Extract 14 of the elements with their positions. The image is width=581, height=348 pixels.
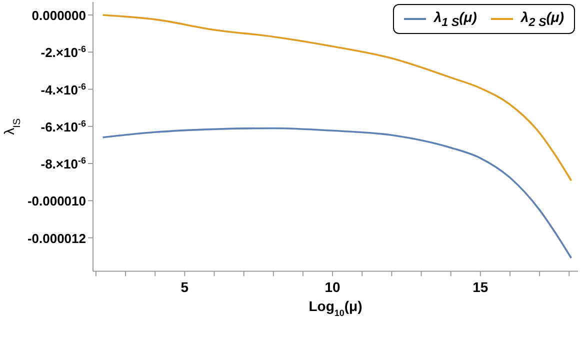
legend-label: λ$_{1 S}$(μ): [434, 9, 477, 29]
x-tick-label: 15: [472, 279, 488, 296]
y-tick-label: -6.×10$^{-6}$: [40, 118, 86, 134]
x-tick-label: 5: [180, 279, 189, 296]
y-tick-label: -8.×10$^{-6}$: [40, 156, 86, 172]
line-series: [102, 127, 572, 259]
y-tick-label: -4.×10$^{-6}$: [40, 81, 86, 98]
x-axis-title: Log$_{10}$(μ): [308, 298, 362, 318]
y-tick-label: -0.000012: [27, 230, 86, 246]
y-tick-label: -0.000010: [27, 194, 86, 209]
x-tick-label: 10: [324, 279, 341, 296]
y-tick-label: 0.000000: [32, 8, 86, 23]
legend-label: λ$_{2 S}$(μ): [520, 9, 564, 29]
y-tick-label: -2.×10$^{-6}$: [40, 44, 86, 60]
